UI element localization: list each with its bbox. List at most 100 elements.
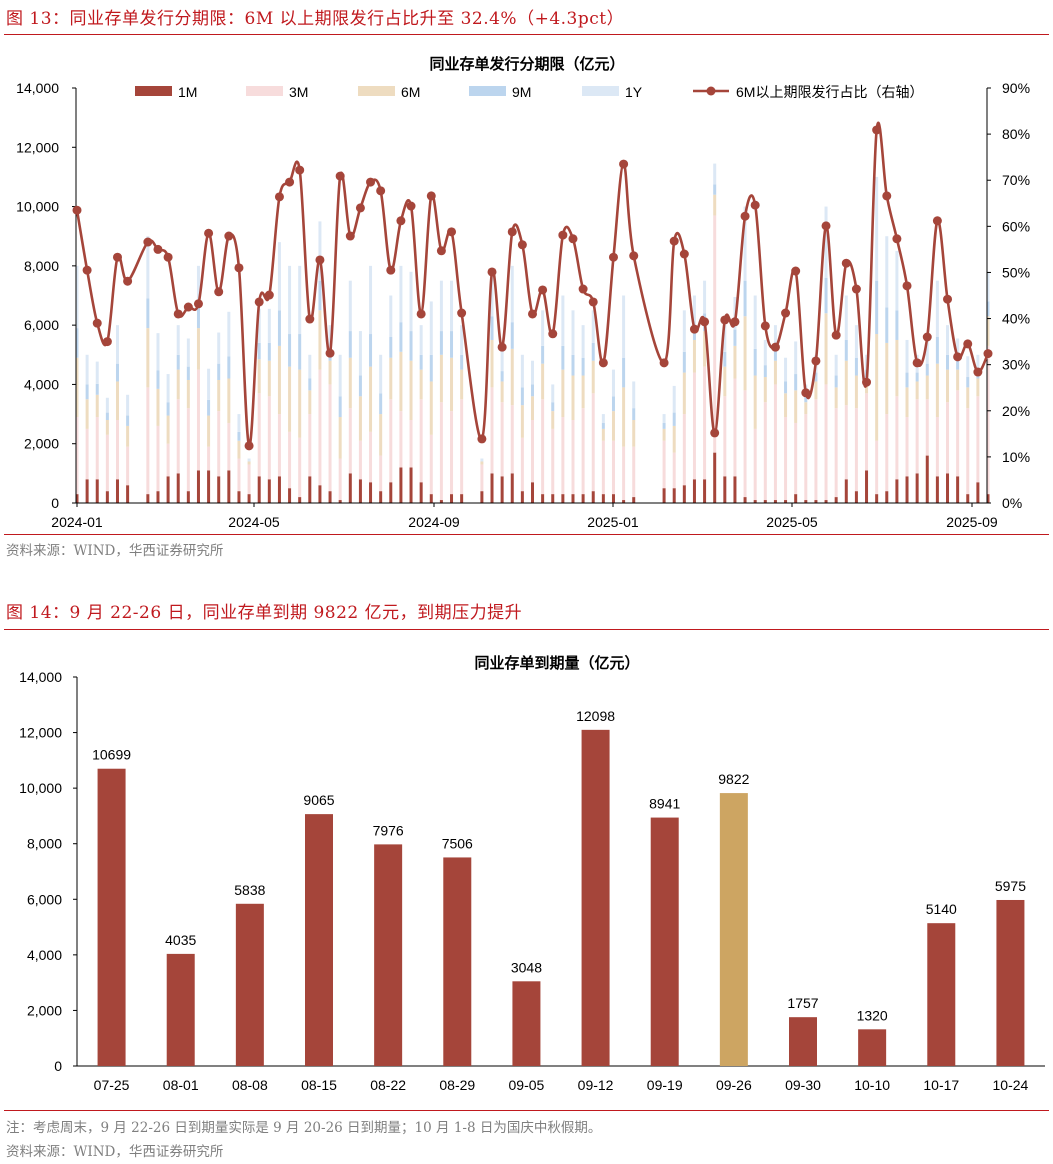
x-axis-tick-label: 2025-01 xyxy=(587,514,639,530)
bar-9M xyxy=(227,356,231,379)
bar-1M xyxy=(713,452,717,503)
bar-3M xyxy=(379,455,383,492)
bar-1M xyxy=(450,494,454,503)
bar-3M xyxy=(85,428,89,480)
chart2-title: 同业存单到期量（亿元） xyxy=(474,654,639,672)
bar-1M xyxy=(814,500,818,503)
bar-3M xyxy=(257,393,261,477)
bar-1M xyxy=(784,500,788,503)
right-axis-tick-label: 90% xyxy=(1002,80,1030,96)
share-point xyxy=(973,367,983,377)
bar-1Y xyxy=(753,295,757,349)
bar-1Y xyxy=(267,308,271,343)
bar-1Y xyxy=(176,325,180,355)
bar-1Y xyxy=(784,357,788,382)
bar-3M xyxy=(915,399,919,474)
share-point xyxy=(123,276,133,286)
share-point xyxy=(872,125,882,135)
bar-1Y xyxy=(217,332,221,364)
bar-9M xyxy=(824,277,828,314)
bar-1Y xyxy=(105,397,109,413)
share-point xyxy=(598,358,608,368)
share-point xyxy=(608,252,618,262)
bar-3M xyxy=(419,399,423,483)
bar-9M xyxy=(946,354,950,370)
figure-14-note: 注：考虑周末，9 月 22-26 日到期量实际是 9 月 20-26 日到期量；… xyxy=(6,1120,602,1136)
share-point xyxy=(791,266,801,276)
bar-3M xyxy=(662,440,666,489)
bar-3M xyxy=(854,408,858,492)
bar-1M xyxy=(854,491,858,503)
bar-9M xyxy=(885,307,889,343)
bar-1Y xyxy=(450,280,454,332)
figure-14-caption: 图 14：9 月 22-26 日，同业存单到期 9822 亿元，到期压力提升 xyxy=(6,603,523,623)
bar-3M xyxy=(298,437,302,498)
x-axis-tick-label: 09-26 xyxy=(716,1077,752,1093)
bar-1M xyxy=(217,476,221,503)
bar-3M xyxy=(723,396,727,477)
bar-3M xyxy=(480,464,484,492)
data-label: 5140 xyxy=(926,901,957,917)
bar-1Y xyxy=(308,354,312,379)
left-axis-tick-label: 12,000 xyxy=(16,139,59,155)
bar-3M xyxy=(571,420,575,495)
bar-08-01 xyxy=(166,953,195,1066)
bar-1Y xyxy=(925,339,929,364)
share-point xyxy=(507,227,517,237)
legend-label-1Y: 1Y xyxy=(625,84,643,100)
bar-3M xyxy=(581,408,585,495)
legend-line-marker xyxy=(706,86,716,96)
bar-1M xyxy=(682,485,686,503)
bar-1M xyxy=(490,473,494,503)
bar-6M xyxy=(895,339,899,397)
bar-3M xyxy=(976,396,980,483)
share-point xyxy=(801,388,811,398)
bar-1M xyxy=(358,479,362,503)
bar-3M xyxy=(824,384,828,501)
bar-3M xyxy=(925,399,929,456)
bar-3M xyxy=(308,414,312,477)
data-label: 9065 xyxy=(303,792,334,808)
bar-9M xyxy=(186,366,190,380)
bar-1M xyxy=(692,479,696,503)
share-point xyxy=(477,434,487,444)
bar-3M xyxy=(105,434,109,492)
bar-6M xyxy=(905,387,909,418)
bar-6M xyxy=(409,360,413,420)
bar-9M xyxy=(622,357,626,388)
bar-6M xyxy=(966,387,970,409)
bar-3M xyxy=(895,396,899,480)
bar-3M xyxy=(196,369,200,471)
bar-6M xyxy=(146,328,150,388)
share-point xyxy=(659,358,669,368)
share-point xyxy=(953,352,963,362)
right-axis-tick-label: 70% xyxy=(1002,172,1030,188)
bar-3M xyxy=(713,215,717,453)
bar-6M xyxy=(308,390,312,415)
x-axis-tick-label: 2025-05 xyxy=(766,514,818,530)
share-point xyxy=(102,337,112,347)
x-axis-tick-label: 08-15 xyxy=(301,1077,337,1093)
bar-6M xyxy=(348,357,352,409)
bar-6M xyxy=(288,366,292,432)
x-axis-tick-label: 2024-09 xyxy=(408,514,460,530)
bar-9M xyxy=(308,378,312,391)
bar-9M xyxy=(257,342,261,360)
bar-6M xyxy=(85,399,89,429)
bar-1Y xyxy=(318,221,322,281)
bar-3M xyxy=(460,399,464,495)
bar-1Y xyxy=(865,354,869,370)
bar-6M xyxy=(956,369,960,391)
bar-9M xyxy=(217,363,221,380)
bar-1M xyxy=(207,470,211,503)
bar-3M xyxy=(176,399,180,474)
bar-9M xyxy=(369,334,373,367)
bar-1Y xyxy=(541,310,545,346)
bar-1M xyxy=(885,491,889,503)
legend-label-3M: 3M xyxy=(289,84,308,100)
bar-9M xyxy=(399,322,403,352)
bar-1M xyxy=(824,500,828,503)
left-axis-tick-label: 6,000 xyxy=(24,317,59,333)
bar-6M xyxy=(460,369,464,400)
share-point xyxy=(426,191,436,201)
